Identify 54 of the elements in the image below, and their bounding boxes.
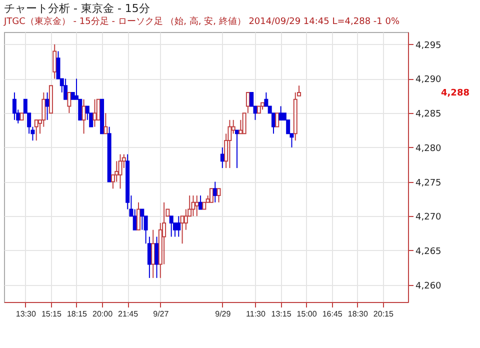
candlestick — [82, 98, 86, 134]
candlestick — [118, 154, 122, 190]
candlestick — [213, 181, 218, 203]
candlestick — [64, 78, 68, 100]
candlestick — [104, 112, 108, 134]
x-tick-label: 18:30 — [348, 310, 368, 318]
candlestick — [114, 160, 119, 182]
candlestick — [275, 112, 280, 128]
candlestick — [216, 188, 221, 203]
y-tick-label: 4,265 — [416, 246, 442, 257]
y-tick-label: 4,270 — [416, 212, 442, 223]
candlestick — [12, 92, 16, 120]
y-tick-label: 4,285 — [416, 110, 442, 120]
text: 4,288 — [441, 88, 470, 98]
x-tick-label: 13:30 — [16, 310, 36, 318]
y-tick-label: 4,295 — [416, 40, 442, 51]
candlestick — [67, 92, 72, 114]
x-tick-label: 15:00 — [296, 310, 318, 318]
x-tick-label: 11:30 — [246, 310, 266, 318]
candlestick — [42, 92, 46, 128]
candlestick — [191, 195, 196, 217]
y-tick-label: 4,280 — [416, 144, 442, 154]
chart-title: チャート分析 - 東京金 - 15分 — [4, 2, 150, 15]
candlestick — [34, 119, 38, 142]
candlestick — [151, 229, 156, 278]
candlestick — [278, 106, 283, 120]
x-tick-label: 9/29 — [215, 310, 232, 318]
y-tick-label: 4,275 — [416, 178, 442, 188]
candlestick — [136, 202, 141, 230]
candlestick — [132, 208, 137, 230]
candlestick — [235, 130, 240, 169]
candlestick — [180, 216, 184, 244]
candlestick — [209, 188, 214, 203]
candlestick — [52, 44, 57, 80]
y-tick-label: 4,290 — [416, 75, 442, 86]
y-tick-label: 4,260 — [416, 281, 442, 292]
candlestick — [184, 208, 188, 230]
candlestick — [194, 195, 199, 217]
x-tick-label: 15:15 — [41, 310, 62, 318]
chart-subtitle: JTGC（東京金） - 15分足 - ローソク足 （始, 高, 安, 終値） 2014/09/29 14:45 L=4,288 -1 0% — [3, 16, 400, 27]
x-tick-label: 18:15 — [66, 310, 88, 318]
x-tick-label: 16:45 — [322, 310, 343, 318]
x-tick-label: 9/27 — [153, 310, 170, 318]
candlestick — [228, 119, 232, 169]
candlestick — [176, 216, 181, 238]
candlestick — [92, 98, 97, 128]
candlestick — [140, 208, 144, 230]
x-tick-label: 21:45 — [118, 310, 139, 318]
candlestick — [198, 195, 203, 210]
candlestick — [169, 216, 174, 238]
candlestick — [78, 98, 82, 120]
x-tick-label: 20:15 — [373, 310, 394, 318]
x-tick-label: 13:15 — [271, 310, 292, 318]
x-tick-label: 20:00 — [92, 310, 114, 318]
